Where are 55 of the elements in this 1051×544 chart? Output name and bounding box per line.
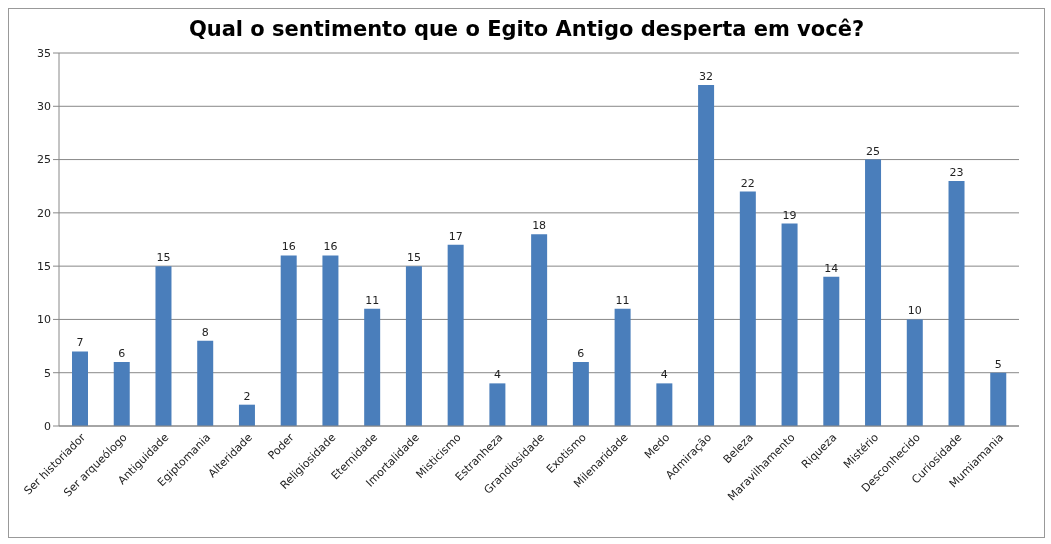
data-label: 8 xyxy=(201,325,209,339)
data-label: 23 xyxy=(949,165,964,179)
data-label: 18 xyxy=(532,219,547,233)
data-label: 7 xyxy=(76,336,84,350)
bar xyxy=(238,404,255,426)
data-label: 25 xyxy=(866,144,881,158)
bar xyxy=(823,276,840,426)
y-tick-label: 30 xyxy=(37,100,51,114)
data-label: 4 xyxy=(493,368,501,382)
data-label: 6 xyxy=(577,347,585,361)
data-label: 16 xyxy=(281,240,296,254)
y-tick-label: 25 xyxy=(37,153,51,167)
bar xyxy=(489,383,506,426)
y-tick-label: 35 xyxy=(37,46,51,60)
bar xyxy=(322,255,339,426)
data-label: 15 xyxy=(156,251,171,265)
y-tick-label: 10 xyxy=(37,313,51,327)
bar xyxy=(155,266,172,426)
bar xyxy=(280,255,297,426)
bar xyxy=(72,351,88,426)
bar xyxy=(197,340,214,426)
data-label: 17 xyxy=(448,229,463,243)
bar xyxy=(990,372,1007,426)
data-label: 11 xyxy=(365,293,380,307)
bar xyxy=(531,234,548,426)
bar xyxy=(364,308,381,426)
data-label: 14 xyxy=(824,261,839,275)
data-label: 5 xyxy=(994,357,1002,371)
bar xyxy=(906,319,923,426)
y-tick-label: 5 xyxy=(44,366,51,380)
data-label: 32 xyxy=(699,69,714,83)
bar xyxy=(447,244,464,426)
data-label: 22 xyxy=(740,176,755,190)
bar xyxy=(739,191,756,426)
bar xyxy=(113,362,130,426)
data-label: 2 xyxy=(243,389,251,403)
data-label: 16 xyxy=(323,240,338,254)
chart-title: Qual o sentimento que o Egito Antigo desperta em você? xyxy=(187,17,866,41)
y-tick-label: 15 xyxy=(37,260,51,274)
data-label: 10 xyxy=(907,304,922,318)
data-label: 11 xyxy=(615,293,630,307)
bar xyxy=(865,159,882,426)
data-label: 15 xyxy=(406,251,421,265)
bar xyxy=(698,84,715,426)
data-label: 4 xyxy=(660,368,668,382)
y-tick-label: 20 xyxy=(37,206,51,220)
bar xyxy=(656,383,673,426)
bar xyxy=(614,308,631,426)
y-tick-label: 0 xyxy=(44,419,51,433)
data-label: 19 xyxy=(782,208,797,222)
bar xyxy=(781,223,798,426)
data-label: 6 xyxy=(118,347,126,361)
bar xyxy=(948,180,965,426)
bar xyxy=(405,266,422,426)
bar xyxy=(572,362,589,426)
